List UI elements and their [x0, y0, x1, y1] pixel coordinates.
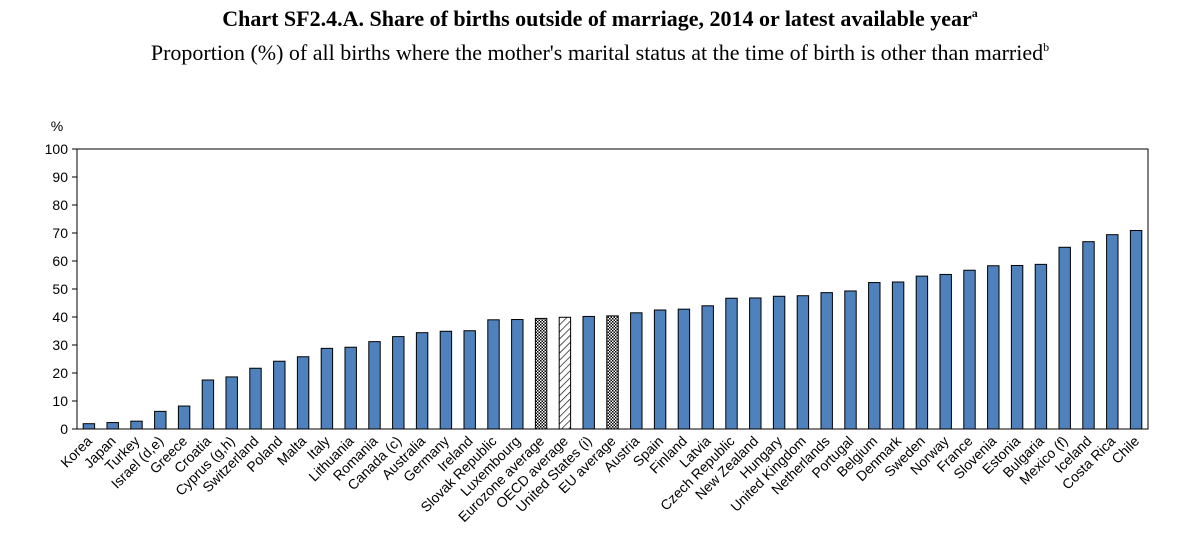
bar-czech-republic — [725, 297, 738, 430]
y-tick-label: 80 — [52, 197, 68, 213]
bar-lithuania — [344, 346, 357, 430]
bar-slovenia — [987, 265, 1000, 430]
y-axis-unit-label: % — [51, 118, 63, 134]
bar-united-states-i — [582, 315, 595, 430]
y-tick-label: 90 — [52, 169, 68, 185]
y-tick-label: 70 — [52, 225, 68, 241]
bar-portugal — [844, 290, 857, 430]
bar-austria — [630, 312, 643, 430]
bar-malta — [296, 356, 310, 430]
y-tick-label: 50 — [52, 281, 68, 297]
y-axis: 0 10 20 30 40 50 60 70 80 90 100 — [45, 141, 77, 437]
bar-iceland — [1082, 241, 1095, 430]
bar-oecd-average — [558, 316, 572, 430]
bar-korea — [82, 423, 96, 430]
bar-poland — [273, 360, 286, 430]
bar-greece — [177, 405, 191, 430]
bar-cyprus-g-h — [225, 376, 238, 430]
bar-netherlands — [820, 292, 833, 430]
bar-new-zealand — [749, 297, 762, 430]
y-tick-label: 10 — [52, 393, 68, 409]
bar-italy — [320, 347, 334, 430]
bar-latvia — [701, 305, 714, 430]
bar-eu-average — [606, 315, 619, 430]
bar-mexico-f — [1058, 246, 1071, 430]
bar-costa-rica — [1106, 234, 1119, 430]
chart-subtitle: Proportion (%) of all births where the m… — [0, 40, 1200, 66]
bar-belgium — [868, 282, 881, 430]
chart-subtitle-superscript: b — [1043, 40, 1050, 54]
bar-norway — [939, 273, 952, 430]
bars-group — [82, 229, 1143, 430]
bar-france — [963, 269, 976, 430]
bar-eurozone-average — [534, 317, 548, 430]
bar-spain — [653, 309, 667, 430]
bar-denmark — [891, 281, 905, 430]
y-tick-label: 40 — [52, 309, 68, 325]
bar-japan — [106, 422, 119, 430]
bar-finland — [677, 308, 691, 430]
y-tick-label: 0 — [60, 421, 68, 437]
bar-hungary — [772, 295, 786, 430]
bar-chile — [1129, 229, 1143, 430]
bar-switzerland — [249, 367, 262, 430]
bar-romania — [368, 341, 381, 430]
bar-croatia — [201, 379, 215, 430]
bar-israel-d-e — [154, 410, 167, 430]
chart-title-superscript: a — [971, 6, 978, 20]
bar-sweden — [915, 275, 929, 430]
bar-germany — [439, 330, 453, 430]
bar-luxembourg — [511, 319, 524, 430]
y-tick-label: 20 — [52, 365, 68, 381]
chart-subtitle-text: Proportion (%) of all births where the m… — [150, 40, 1044, 65]
x-category-label: Chile — [1108, 433, 1142, 467]
bar-slovak-republic — [487, 319, 500, 430]
bar-bulgaria — [1034, 263, 1048, 430]
chart-title-text: Chart SF2.4.A. Share of births outside o… — [222, 6, 972, 31]
y-tick-label: 60 — [52, 253, 68, 269]
bar-estonia — [1010, 264, 1024, 430]
bar-canada-c — [392, 336, 405, 430]
y-tick-label: 100 — [45, 141, 69, 157]
bar-turkey — [130, 420, 143, 430]
bar-australia — [415, 332, 429, 430]
chart-title: Chart SF2.4.A. Share of births outside o… — [0, 6, 1200, 32]
bar-ireland — [463, 330, 476, 430]
plot-frame — [76, 148, 1149, 430]
bar-united-kingdom — [796, 295, 810, 430]
y-tick-label: 30 — [52, 337, 68, 353]
